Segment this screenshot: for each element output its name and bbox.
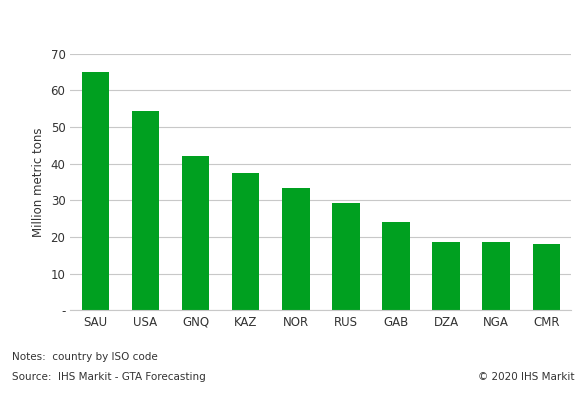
Text: © 2020 IHS Markit: © 2020 IHS Markit — [478, 372, 574, 382]
Bar — [332, 203, 360, 310]
Text: Notes:  country by ISO code: Notes: country by ISO code — [12, 352, 158, 362]
Bar — [533, 244, 560, 310]
Bar — [482, 242, 510, 310]
Text: Source:  IHS Markit - GTA Forecasting: Source: IHS Markit - GTA Forecasting — [12, 372, 206, 382]
Bar — [132, 111, 159, 310]
Bar — [282, 187, 309, 310]
Bar — [81, 72, 109, 310]
Bar — [382, 222, 410, 310]
Y-axis label: Million metric tons: Million metric tons — [32, 127, 45, 237]
Bar — [232, 173, 260, 310]
Bar — [432, 242, 460, 310]
Bar — [182, 156, 209, 310]
Text: TOP 10 beneficiaries of trade diversion by country, 2019-30: TOP 10 beneficiaries of trade diversion … — [7, 16, 548, 30]
